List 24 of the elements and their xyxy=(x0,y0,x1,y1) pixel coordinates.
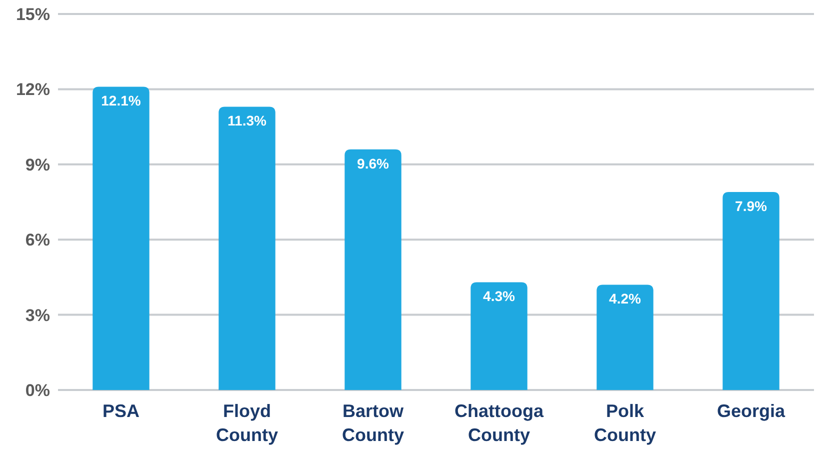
y-tick-label: 3% xyxy=(25,306,50,325)
data-label: 11.3% xyxy=(228,112,268,129)
x-tick-label: Bartow County xyxy=(342,401,404,445)
y-tick-label: 12% xyxy=(16,80,50,100)
x-tick-label: Chattooga County xyxy=(454,401,544,445)
bar xyxy=(722,192,780,390)
bar xyxy=(344,149,402,390)
data-label: 7.9% xyxy=(735,198,768,214)
y-tick-label: 9% xyxy=(25,155,50,174)
bar xyxy=(218,106,276,390)
data-label: 4.3% xyxy=(483,288,516,304)
data-label: 9.6% xyxy=(357,155,390,172)
x-tick-label: Polk County xyxy=(594,401,656,445)
y-tick-label: 15% xyxy=(16,4,50,24)
x-tick-label: Floyd County xyxy=(216,401,278,445)
bar xyxy=(92,86,150,390)
data-label: 4.2% xyxy=(609,290,642,307)
bar xyxy=(470,282,528,390)
x-tick-label: Georgia xyxy=(716,401,786,421)
x-tick-label: PSA xyxy=(102,401,140,421)
y-tick-label: 0% xyxy=(25,380,50,400)
bar xyxy=(596,284,654,390)
y-tick-label: 6% xyxy=(25,230,50,250)
data-label: 12.1% xyxy=(101,92,142,109)
